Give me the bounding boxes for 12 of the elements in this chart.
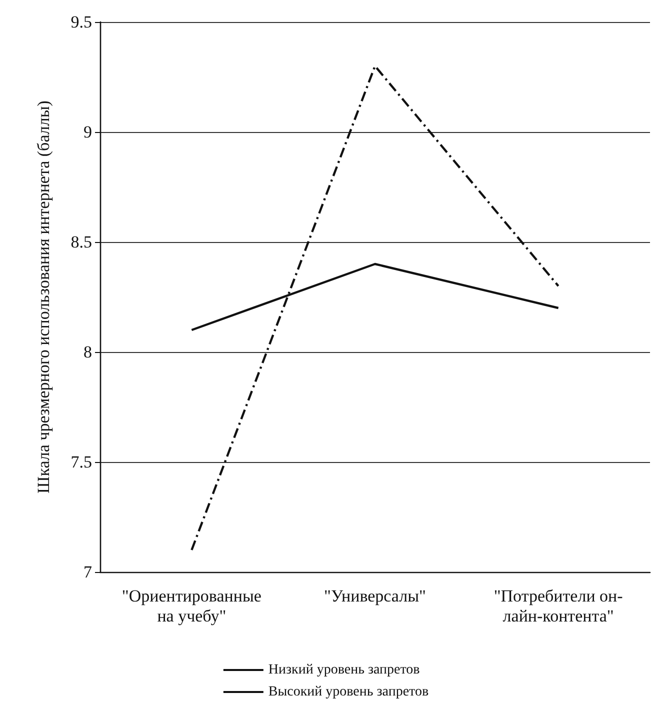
- y-tick-label: 8.5: [70, 232, 92, 252]
- y-axis-title: Шкала чрезмерного использования интернета (баллы): [34, 100, 53, 494]
- x-tick-label: "Универсалы": [324, 586, 426, 606]
- y-tick-label: 7: [84, 562, 92, 582]
- legend-label: Низкий уровень запретов: [268, 662, 420, 678]
- x-tick-label: "Потребители он- лайн-контента": [494, 586, 624, 626]
- legend-label: Высокий уровень запретов: [268, 684, 429, 700]
- y-tick-label: 7.5: [70, 452, 92, 472]
- x-tick-label: "Ориентированные на учебу": [122, 586, 262, 626]
- y-tick-label: 8: [84, 342, 92, 362]
- y-tick-label: 9.5: [70, 12, 92, 32]
- y-tick-label: 9: [84, 122, 92, 142]
